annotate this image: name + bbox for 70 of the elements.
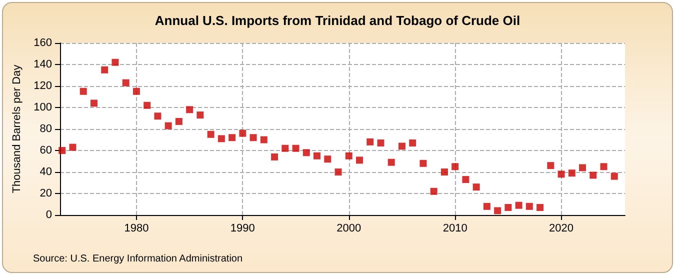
point (440, 168, 448, 176)
point (292, 144, 300, 152)
y-tick-label: 0 (46, 209, 52, 221)
y-tick-label: 80 (40, 123, 52, 135)
point (452, 163, 459, 170)
point (144, 102, 151, 109)
point (472, 184, 480, 191)
point (504, 204, 512, 211)
point (600, 163, 608, 170)
point (377, 139, 384, 146)
point (112, 58, 119, 66)
point (398, 142, 406, 150)
point (420, 160, 427, 167)
x-tick-label: 1990 (230, 222, 255, 234)
x-tick-label: 2000 (336, 222, 362, 234)
point (334, 168, 342, 176)
point (547, 162, 554, 170)
source-note: Source: U.S. Energy Information Administration (33, 254, 243, 264)
point (590, 172, 597, 179)
point (164, 122, 172, 130)
point (69, 144, 76, 151)
point (610, 172, 618, 180)
point (260, 136, 268, 144)
point (122, 79, 130, 86)
point (228, 134, 236, 142)
point (250, 134, 257, 142)
point (356, 156, 363, 164)
point (483, 202, 490, 210)
x-tick-label: 2020 (549, 222, 574, 234)
point (388, 158, 395, 166)
point (409, 139, 416, 146)
point (430, 188, 438, 195)
y-tick-label: 120 (34, 80, 52, 92)
y-tick-label: 140 (34, 58, 52, 70)
point (462, 176, 470, 184)
point (80, 88, 87, 95)
point (207, 130, 214, 138)
x-tick-label: 2010 (442, 222, 468, 234)
y-tick-label: 40 (40, 166, 52, 178)
point (302, 149, 310, 156)
point (101, 66, 108, 74)
point (186, 106, 194, 114)
y-tick-label: 60 (40, 144, 52, 156)
point (345, 152, 352, 160)
point (239, 130, 246, 137)
point (90, 100, 98, 107)
point (175, 118, 182, 125)
point (558, 170, 565, 178)
point (314, 152, 321, 160)
point (58, 147, 66, 154)
chart-title: Annual U.S. Imports from Trinidad and Tobago of Crude Oil (154, 13, 520, 28)
y-tick-label: 20 (40, 188, 52, 200)
point (536, 204, 544, 211)
point (579, 164, 586, 172)
point (196, 112, 204, 119)
point (132, 88, 140, 95)
y-axis-title: Thousand Barrels per Day (11, 64, 24, 194)
point (526, 202, 533, 210)
x-tick-label: 1980 (124, 222, 149, 234)
point (568, 170, 576, 177)
y-tick-label: 100 (34, 102, 52, 114)
point (271, 153, 278, 160)
y-tick-label: 160 (34, 37, 52, 49)
point (515, 202, 522, 209)
point (366, 138, 374, 146)
point (494, 207, 502, 214)
point (154, 112, 162, 120)
point (324, 156, 332, 163)
point (282, 144, 289, 152)
point (218, 135, 225, 142)
